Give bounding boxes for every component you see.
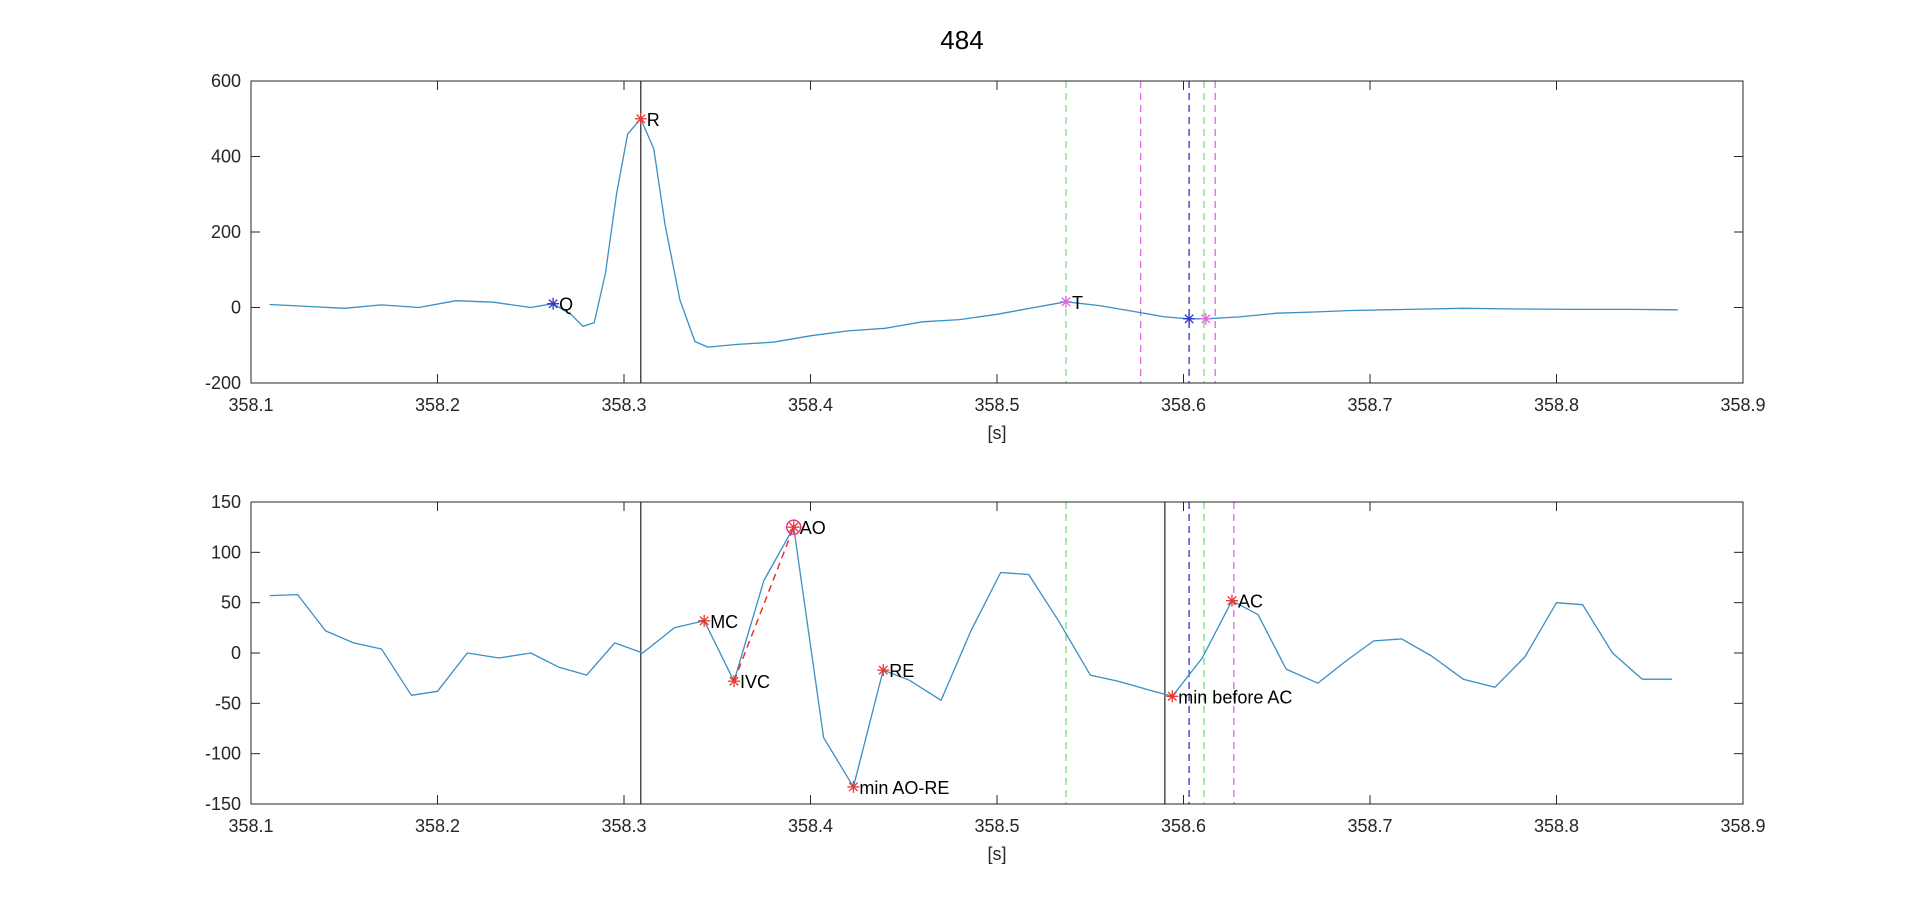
axes1-marker-label: RE: [889, 661, 914, 681]
axes0-marker-point-4: [1199, 312, 1212, 325]
figure-title: 484: [940, 25, 983, 55]
axes0-xtick-label: 358.4: [788, 395, 833, 415]
axes1-ytick-label: 150: [211, 492, 241, 512]
axes0-xtick-label: 358.2: [415, 395, 460, 415]
axes0-marker-point-3: [1183, 312, 1196, 325]
axes1-marker-ivc: [728, 675, 741, 688]
axes1-marker-min-before-ac: [1166, 690, 1179, 703]
axes1-ytick-label: -150: [205, 794, 241, 814]
axes0-marker-r: [634, 112, 647, 125]
axes1-xtick-label: 358.3: [601, 816, 646, 836]
axes1-marker-mc: [698, 614, 711, 627]
axes1-marker-label: IVC: [740, 672, 770, 692]
axes1-xtick-label: 358.5: [974, 816, 1019, 836]
axes1-marker-label: MC: [710, 612, 738, 632]
axes1-ytick-label: 0: [231, 643, 241, 663]
axes1-frame: [250, 501, 1744, 805]
axes0-ytick-label: 400: [211, 147, 241, 167]
axes0-ytick-label: 0: [231, 298, 241, 318]
axes0-frame: [250, 80, 1744, 384]
axes0-marker-label: R: [647, 110, 660, 130]
axes1-marker-min-ao-re: [847, 780, 860, 793]
axes1-xtick-label: 358.4: [788, 816, 833, 836]
axes0-ytick-label: 600: [211, 71, 241, 91]
bottom-axes: MC IVC AO min AO-RE RE min before AC AC 358.1 35…: [205, 492, 1766, 864]
axes0-ytick-label: -200: [205, 373, 241, 393]
axes0-xtick-label: 358.9: [1720, 395, 1765, 415]
axes0-xtick-label: 358.3: [601, 395, 646, 415]
axes1-marker-label: AO: [800, 518, 826, 538]
axes1-ivc-ao-segment: [733, 526, 795, 682]
axes0-signal-line: [269, 118, 1678, 348]
axes1-xlabel: [s]: [987, 844, 1006, 864]
axes0-xtick-label: 358.8: [1534, 395, 1579, 415]
axes0-ytick-label: 200: [211, 222, 241, 242]
axes1-signal-line: [269, 526, 1673, 788]
axes1-ytick-label: 50: [221, 593, 241, 613]
axes0-xtick-label: 358.5: [974, 395, 1019, 415]
axes1-marker-label: min AO-RE: [859, 778, 949, 798]
axes0-marker-q: [547, 297, 560, 310]
axes1-xtick-label: 358.9: [1720, 816, 1765, 836]
axes1-xtick-label: 358.7: [1347, 816, 1392, 836]
axes1-xtick-label: 358.8: [1534, 816, 1579, 836]
axes1-ytick-label: -50: [215, 693, 241, 713]
axes1-marker-label: AC: [1238, 592, 1263, 612]
top-axes: Q R T 358.1 358.2 358.3 358.4 358.5 358.6 358.7 35…: [205, 71, 1766, 443]
axes1-marker-ac: [1225, 594, 1238, 607]
axes1-xtick-label: 358.2: [415, 816, 460, 836]
axes1-xtick-label: 358.6: [1161, 816, 1206, 836]
axes1-xtick-label: 358.1: [228, 816, 273, 836]
axes1-marker-label: min before AC: [1178, 687, 1292, 707]
axes0-marker-label: T: [1072, 293, 1083, 313]
axes1-ytick-label: -100: [205, 744, 241, 764]
axes1-ytick-label: 100: [211, 542, 241, 562]
axes0-xtick-label: 358.7: [1347, 395, 1392, 415]
axes1-marker-ao: [785, 519, 802, 535]
axes0-marker-label: Q: [559, 295, 573, 315]
axes1-marker-re: [877, 664, 890, 677]
axes0-xlabel: [s]: [987, 423, 1006, 443]
axes0-xtick-label: 358.6: [1161, 395, 1206, 415]
axes0-xtick-label: 358.1: [228, 395, 273, 415]
axes0-marker-t: [1060, 295, 1073, 308]
